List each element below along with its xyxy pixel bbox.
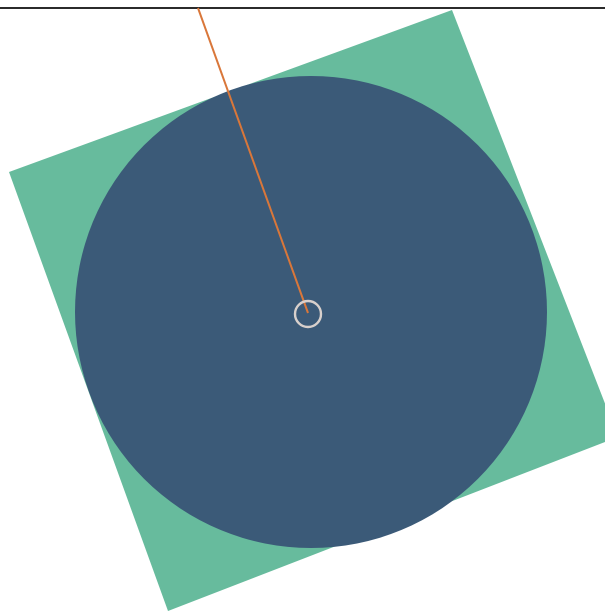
radius-pointer-line [197,7,309,314]
center-marker-ring [293,299,323,329]
large-circle [75,76,547,548]
